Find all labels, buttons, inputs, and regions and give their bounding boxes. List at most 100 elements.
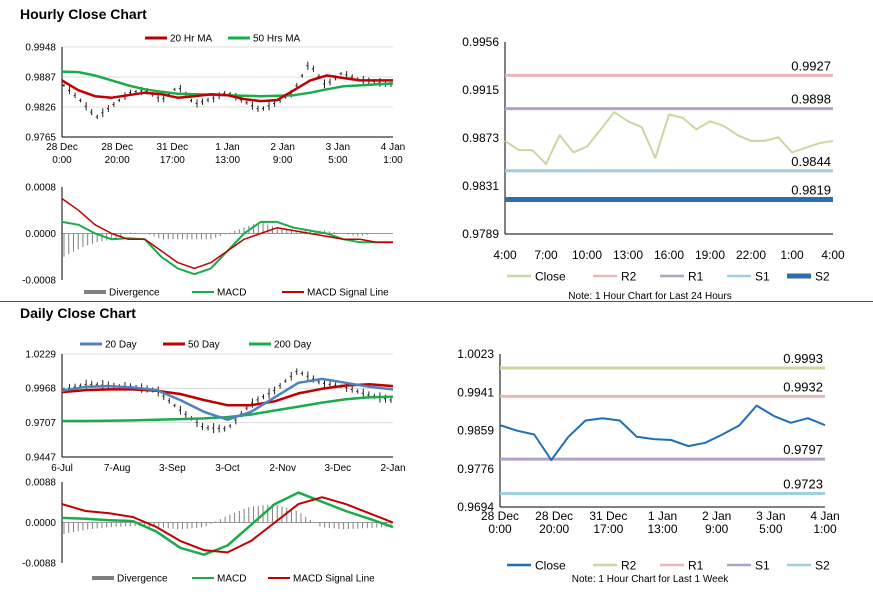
daily-pivot-x-tick: 13:00 [647,522,677,536]
daily-price-y-tick: 1.0229 [25,349,56,360]
hourly-price-x-tick: 31 Dec [156,142,188,153]
hourly-pivot-close-line [504,111,834,165]
hourly-pivot-y-tick: 0.9873 [462,131,499,145]
hourly-pivot-y-tick: 0.9915 [462,83,499,97]
daily-pivot-legend-label: R2 [621,559,637,573]
hourly-pivot-y-tick: 0.9956 [462,35,499,49]
hourly-pivot-legend-label: R1 [688,270,704,284]
daily-pivot-note: Note: 1 Hour Chart for Last 1 Week [572,574,730,585]
hourly-legend-macd-label: MACD [217,288,246,299]
hourly-macd-y-tick: 0.0008 [25,182,56,193]
hourly-price-x-tick: 5:00 [328,155,348,166]
daily-pivot-r1-value: 0.9932 [783,379,823,394]
daily-macd-line [61,491,394,556]
hourly-price-x-tick: 0:00 [52,155,72,166]
hourly-price-x-tick: 17:00 [160,155,185,166]
daily-price-x-tick: 7-Aug [104,463,131,474]
daily-price-x-tick: 2-Nov [269,463,296,474]
daily-pivot-x-tick: 17:00 [593,522,623,536]
hourly-pivot-x-tick: 4:00 [821,248,845,262]
hourly-pivot-s1-value: 0.9844 [791,154,831,169]
hourly-price-x-tick: 1 Jan [215,142,239,153]
hourly-price-x-tick: 28 Dec [101,142,133,153]
daily-legend-50day-label: 50 Day [188,340,220,351]
daily-pivot-y-tick: 0.9941 [457,385,494,399]
hourly-price-y-tick: 0.9887 [25,72,56,83]
hourly-pivot-x-tick: 10:00 [572,248,602,262]
daily-pivot-x-tick: 5:00 [759,522,783,536]
hourly-pivot-legend-label: S1 [755,270,770,284]
hourly-pivot-y-tick: 0.9789 [462,227,499,241]
daily-price-y-tick: 0.9968 [25,384,56,395]
daily-pivot-y-tick: 1.0023 [457,347,494,361]
daily-price-x-tick: 3-Sep [159,463,186,474]
daily-pivot-x-tick: 9:00 [705,522,729,536]
daily-50day-line [61,382,394,407]
hourly-price-x-tick: 3 Jan [326,142,350,153]
hourly-pivot-s2-value: 0.9819 [791,183,831,198]
daily-price-x-tick: 2-Jan [380,463,405,474]
daily-pivot-x-tick: 28 Dec [535,509,573,523]
hourly-macd-y-tick: -0.0008 [22,275,56,286]
hourly-pivot-x-tick: 7:00 [534,248,558,262]
hourly-price-y-tick: 0.9826 [25,102,56,113]
daily-pivot-x-tick: 3 Jan [756,509,785,523]
hourly-legend-divergence-label: Divergence [109,288,160,299]
daily-price-x-tick: 3-Oct [215,463,240,474]
daily-pivot-x-tick: 2 Jan [702,509,731,523]
hourly-macd-signal-line [61,197,393,270]
hourly-macd-line [61,220,393,276]
daily-legend-divergence-label: Divergence [117,574,168,585]
daily-price-x-tick: 3-Dec [324,463,351,474]
hourly-section-title: Hourly Close Chart [20,6,147,22]
hourly-pivot-legend-label: S2 [815,270,830,284]
daily-legend-200day-label: 200 Day [274,340,311,351]
hourly-price-x-tick: 2 Jan [270,142,294,153]
daily-pivot-x-tick: 1 Jan [648,509,677,523]
daily-legend-macd-label: MACD [217,574,246,585]
daily-price-y-tick: 0.9447 [25,452,56,463]
daily-pivot-y-tick: 0.9776 [457,462,494,476]
hourly-price-y-tick: 0.9765 [25,132,56,143]
hourly-pivot-x-tick: 1:00 [780,248,804,262]
daily-pivot-legend-label: S2 [815,559,830,573]
daily-pivot-x-tick: 28 Dec [481,509,519,523]
daily-20day-line [61,377,394,421]
hourly-pivot-x-tick: 22:00 [736,248,766,262]
daily-price-y-tick: 0.9707 [25,418,56,429]
hourly-price-x-tick: 9:00 [273,155,293,166]
hourly-pivot-legend-label: R2 [621,270,637,284]
daily-pivot-x-tick: 1:00 [813,522,837,536]
daily-pivot-x-tick: 0:00 [488,522,512,536]
daily-pivot-r2-value: 0.9993 [783,351,823,366]
daily-legend-20day-label: 20 Day [105,340,137,351]
hourly-legend-50hr-ma-label: 50 Hrs MA [253,34,301,45]
hourly-pivot-x-tick: 16:00 [654,248,684,262]
daily-macd-y-tick: 0.0088 [25,477,56,488]
hourly-pivot-x-tick: 19:00 [695,248,725,262]
daily-200day-line [62,395,394,423]
section-divider [0,301,873,302]
daily-pivot-legend-label: R1 [688,559,704,573]
hourly-20hr-ma-line [61,74,393,103]
daily-pivot-legend-label: Close [535,559,566,573]
hourly-pivot-x-tick: 4:00 [493,248,517,262]
hourly-price-x-tick: 28 Dec [46,142,78,153]
daily-pivot-x-tick: 31 Dec [589,509,627,523]
hourly-price-x-tick: 13:00 [215,155,240,166]
hourly-pivot-y-tick: 0.9831 [462,179,499,193]
hourly-macd-y-tick: 0.0000 [25,229,56,240]
hourly-pivot-r2-value: 0.9927 [791,58,831,73]
daily-pivot-x-tick: 20:00 [539,522,569,536]
hourly-price-x-tick: 20:00 [105,155,130,166]
daily-pivot-close-line [499,404,826,461]
hourly-price-x-tick: 4 Jan [381,142,405,153]
daily-legend-signal-label: MACD Signal Line [293,574,375,585]
hourly-price-y-tick: 0.9948 [25,42,56,53]
daily-pivot-y-tick: 0.9694 [457,500,494,514]
hourly-pivot-note: Note: 1 Hour Chart for Last 24 Hours [568,291,731,302]
daily-section-title: Daily Close Chart [20,305,136,321]
hourly-price-x-tick: 1:00 [383,155,403,166]
hourly-50hr-ma-line [61,70,394,98]
daily-price-x-tick: 6-Jul [51,463,73,474]
